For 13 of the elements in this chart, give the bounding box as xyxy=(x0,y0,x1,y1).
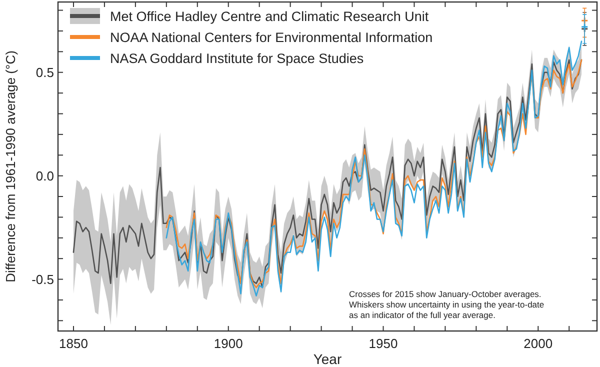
annotation: Crosses for 2015 show January-October averages. Whiskers show uncertainty in using the year-to-date as an indicator of the full year average. xyxy=(349,289,544,320)
x-axis-title: Year xyxy=(313,351,342,367)
x-tick-label: 2000 xyxy=(524,336,553,351)
y-tick-label: 0.5 xyxy=(36,64,54,80)
y-tick-label: -0.5 xyxy=(32,272,54,287)
y-axis-title: Difference from 1961-1990 average (°C) xyxy=(3,50,18,282)
x-tick-label: 1950 xyxy=(368,336,398,351)
legend-label: NOAA National Centers for Environmental Information xyxy=(110,30,433,45)
x-tick-label: 1850 xyxy=(59,336,88,351)
x-tick-label: 1900 xyxy=(214,336,243,351)
legend-label: NASA Goddard Institute for Space Studies xyxy=(110,51,364,66)
y-tick-label: 0.0 xyxy=(36,168,54,184)
legend-label: Met Office Hadley Centre and Climatic Research Unit xyxy=(110,9,429,24)
